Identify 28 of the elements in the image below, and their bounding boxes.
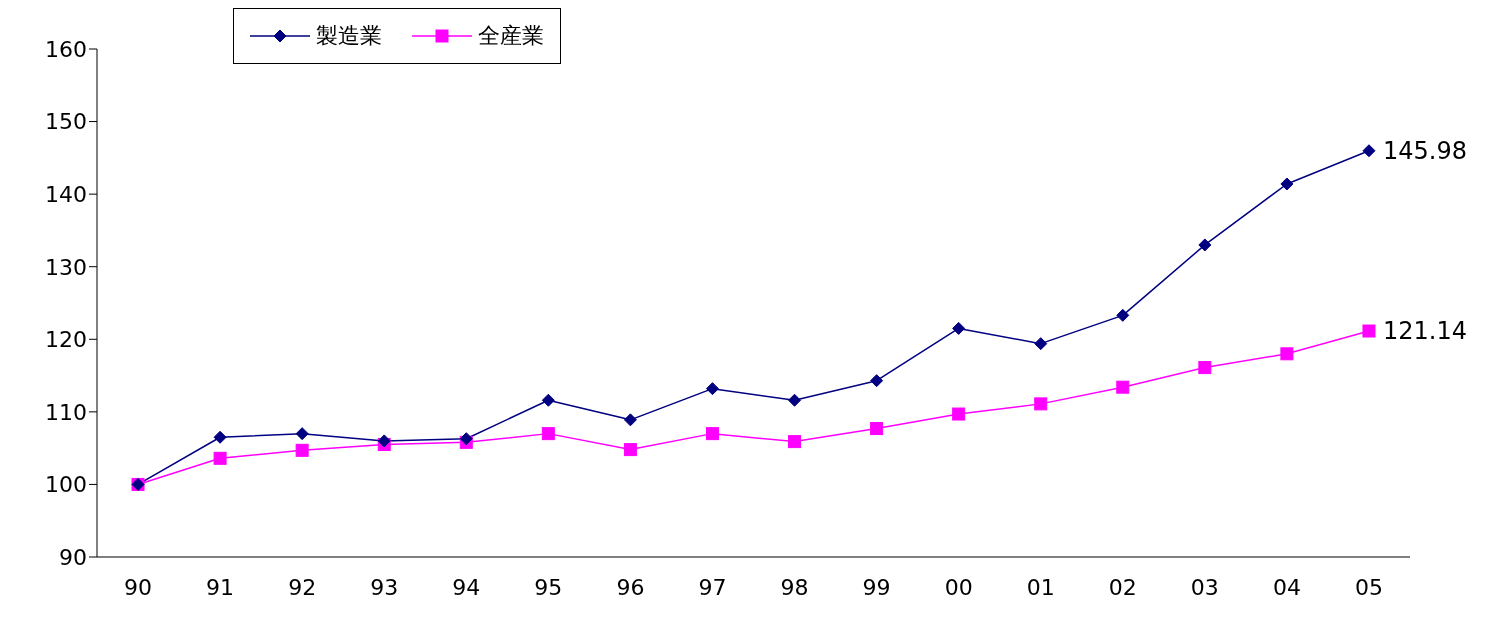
- x-tick-label: 90: [124, 574, 153, 600]
- x-tick-label: 00: [944, 574, 973, 600]
- x-tick-label: 04: [1272, 574, 1301, 600]
- x-tick-label: 96: [616, 574, 645, 600]
- legend-label: 製造業: [316, 22, 382, 50]
- y-tick-label: 130: [45, 254, 87, 280]
- x-tick-label: 03: [1190, 574, 1219, 600]
- y-tick-label: 110: [45, 399, 87, 425]
- x-tick-label: 97: [698, 574, 727, 600]
- data-label: 145.98: [1382, 136, 1467, 165]
- x-tick-label: 99: [862, 574, 891, 600]
- y-tick-label: 120: [45, 327, 87, 353]
- x-tick-label: 05: [1354, 574, 1383, 600]
- x-tick-label: 01: [1026, 574, 1055, 600]
- x-tick-label: 92: [288, 574, 317, 600]
- y-tick-label: 150: [45, 109, 87, 135]
- data-label: 121.14: [1382, 317, 1467, 346]
- x-tick-label: 02: [1108, 574, 1137, 600]
- x-tick-label: 95: [534, 574, 563, 600]
- legend-label: 全産業: [478, 22, 544, 50]
- y-tick-label: 90: [59, 544, 87, 570]
- x-tick-label: 91: [206, 574, 235, 600]
- x-tick-label: 93: [370, 574, 399, 600]
- y-tick-label: 100: [45, 472, 87, 498]
- x-tick-label: 94: [452, 574, 481, 600]
- x-tick-label: 98: [780, 574, 809, 600]
- y-tick-label: 140: [45, 181, 87, 207]
- y-tick-label: 160: [45, 36, 87, 62]
